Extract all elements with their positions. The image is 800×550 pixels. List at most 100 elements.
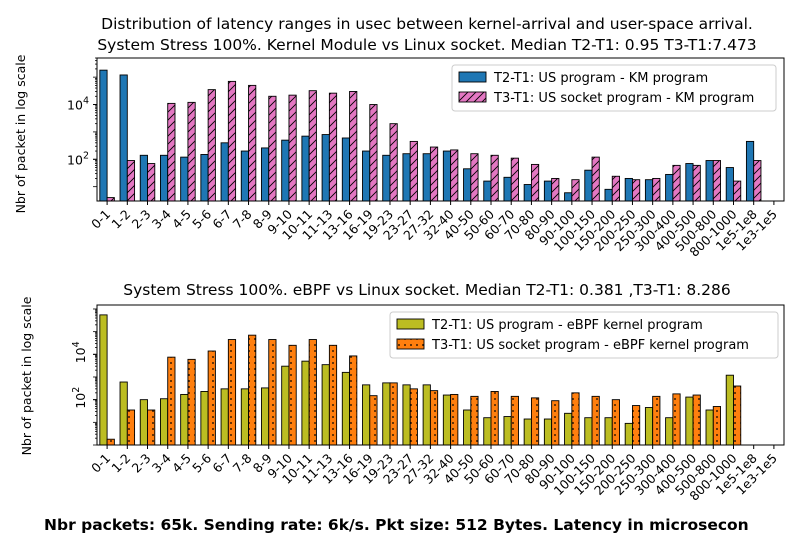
- bar-hatch-2-400-500: [693, 395, 701, 445]
- bar-1-19-23: [382, 154, 391, 202]
- legend-label: T2-T1: US program - eBPF kernel program: [431, 318, 703, 333]
- bar-hatch-2-500-800: [713, 160, 721, 201]
- bar-hatch-2-23-27: [410, 141, 418, 201]
- legend-swatch-hatch: [459, 92, 486, 102]
- bar-hatch-2-300-400: [672, 165, 681, 201]
- bar-hatch-2-150-200: [612, 399, 620, 445]
- bar-1-200-250: [624, 177, 633, 202]
- bar-1-500-800: [705, 160, 714, 202]
- bar-1-11-13: [321, 134, 330, 202]
- legend-swatch: [458, 71, 487, 83]
- chart-1-ylabel: Nbr of packet in log scale: [13, 54, 28, 213]
- bar-1-800-1000: [725, 374, 734, 446]
- bar-hatch-2-2-3: [147, 410, 155, 445]
- bar-1-1-2: [119, 74, 128, 202]
- bar-1-400-500: [685, 396, 694, 446]
- bar-1-23-27: [402, 153, 411, 202]
- bar-hatch-2-11-13: [329, 345, 337, 445]
- bar-hatch-2-9-10: [288, 345, 297, 445]
- bar-1-100-150: [584, 169, 593, 202]
- chart-1-subtitle: System Stress 100%. Kernel Module vs Lin…: [97, 36, 756, 54]
- chart-1-plot-area: 1021040-11-22-33-44-55-66-77-88-99-1010-…: [67, 57, 785, 260]
- bar-1-16-19: [362, 384, 371, 446]
- bar-hatch-2-60-70: [511, 158, 519, 201]
- bar-hatch-2-8-9: [268, 339, 277, 445]
- bar-1-4-5: [180, 156, 189, 202]
- bar-hatch-2-40-50: [470, 153, 479, 201]
- bar-hatch-2-5-6: [208, 351, 216, 445]
- bar-1-13-16: [341, 137, 351, 202]
- bar-hatch-2-70-80: [531, 397, 539, 445]
- bar-1-300-400: [665, 173, 674, 202]
- chart-1: Distribution of latency ranges in usec b…: [13, 15, 785, 260]
- bar-hatch-2-5-6: [208, 89, 216, 201]
- bar-1-16-19: [362, 150, 371, 202]
- bar-1-60-70: [503, 176, 512, 202]
- legend-swatch: [396, 318, 425, 330]
- bar-1-2-3: [139, 399, 148, 446]
- bar-1-80-90: [543, 418, 553, 446]
- bar-1-5-6: [200, 154, 209, 202]
- bar-1-70-80: [523, 184, 532, 202]
- legend-label: T3-T1: US socket program - eBPF kernel p…: [431, 338, 749, 353]
- bar-1-40-50: [463, 409, 472, 446]
- bar-hatch-2-6-7: [228, 339, 236, 445]
- chart-2: System Stress 100%. eBPF vs Linux socket…: [19, 281, 785, 504]
- bar-hatch-2-300-400: [672, 393, 681, 445]
- bar-1-19-23: [382, 382, 391, 446]
- bar-hatch-2-90-100: [571, 179, 580, 201]
- bar-hatch-2-500-800: [713, 406, 721, 445]
- legend-box: [451, 64, 777, 112]
- bar-hatch-2-2-3: [147, 163, 155, 201]
- bar-1-32-40: [442, 394, 452, 446]
- bar-1-6-7: [220, 388, 229, 446]
- bar-hatch-2-13-16: [349, 91, 357, 201]
- bar-hatch-2-40-50: [470, 396, 479, 445]
- legend-label: T2-T1: US program - KM program: [493, 71, 708, 86]
- bar-1-27-32: [422, 153, 431, 202]
- legend: T2-T1: US program - KM program T3-T1: US …: [451, 64, 777, 112]
- footer-note: Nbr packets: 65k. Sending rate: 6k/s. Pk…: [44, 516, 749, 534]
- chart-2-title: System Stress 100%. eBPF vs Linux socket…: [123, 281, 731, 299]
- y-tick-label: 104: [67, 96, 89, 113]
- bar-1-7-8: [240, 150, 249, 202]
- bar-1-3-4: [159, 398, 169, 446]
- bar-1-4-5: [180, 393, 189, 446]
- bar-hatch-2-13-16: [349, 355, 357, 445]
- bar-1-70-80: [523, 418, 532, 446]
- bar-1-250-300: [644, 407, 654, 446]
- bar-hatch-2-90-100: [571, 392, 580, 445]
- bar-hatch-2-100-150: [592, 157, 600, 201]
- bar-1-40-50: [463, 168, 472, 202]
- y-tick-label: 102: [67, 150, 89, 167]
- bar-hatch-2-19-23: [389, 123, 398, 201]
- bar-hatch-2-10-11: [309, 90, 317, 201]
- bar-hatch-2-4-5: [187, 359, 196, 445]
- bar-1-90-100: [564, 412, 573, 446]
- bar-hatch-2-800-1000: [733, 181, 741, 201]
- bar-hatch-2-7-8: [248, 335, 256, 445]
- bar-1-300-400: [665, 417, 674, 446]
- bar-hatch-2-32-40: [450, 149, 458, 201]
- bar-1-0-1: [99, 314, 108, 446]
- bar-hatch-2-16-19: [369, 104, 378, 201]
- bar-1-10-11: [301, 360, 310, 446]
- bar-1-50-60: [483, 417, 492, 446]
- bar-1-23-27: [402, 384, 411, 446]
- bar-1-500-800: [705, 409, 714, 446]
- bar-1-5-6: [200, 391, 209, 446]
- bar-1-800-1000: [725, 167, 734, 202]
- bar-hatch-2-11-13: [329, 93, 337, 201]
- chart-2-plot-area: 1021040-11-22-33-44-55-66-77-88-99-1010-…: [71, 304, 785, 504]
- bar-hatch-2-3-4: [167, 103, 175, 201]
- bar-hatch-2-23-27: [410, 388, 418, 445]
- bar-hatch-2-1e5-1e8: [753, 160, 761, 201]
- bar-1-32-40: [442, 150, 452, 202]
- bar-hatch-2-250-300: [652, 396, 660, 445]
- bar-hatch-2-200-250: [632, 179, 640, 201]
- bar-1-1e5-1e8: [745, 140, 755, 202]
- bar-hatch-2-1-2: [127, 160, 135, 201]
- bar-1-9-10: [281, 139, 290, 202]
- bar-1-80-90: [543, 180, 553, 202]
